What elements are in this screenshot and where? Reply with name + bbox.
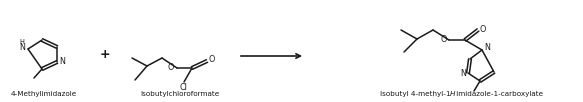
Text: Cl: Cl (179, 83, 187, 91)
Text: H: H (20, 39, 24, 45)
Text: O: O (441, 34, 447, 43)
Text: N: N (59, 58, 65, 67)
Text: N: N (19, 43, 25, 53)
Text: +: + (100, 48, 110, 60)
Text: O: O (480, 24, 486, 33)
Text: Isobutylchloroformate: Isobutylchloroformate (141, 91, 220, 97)
Text: N: N (460, 69, 466, 78)
Text: O: O (209, 55, 215, 64)
Text: 4-Methylimidazole: 4-Methylimidazole (11, 91, 77, 97)
Text: O: O (168, 64, 174, 73)
Text: N: N (484, 43, 490, 53)
Text: Isobutyl 4-methyl-1: Isobutyl 4-methyl-1 (380, 91, 450, 97)
Text: H: H (450, 91, 455, 97)
Text: imidazole-1-carboxylate: imidazole-1-carboxylate (454, 91, 543, 97)
